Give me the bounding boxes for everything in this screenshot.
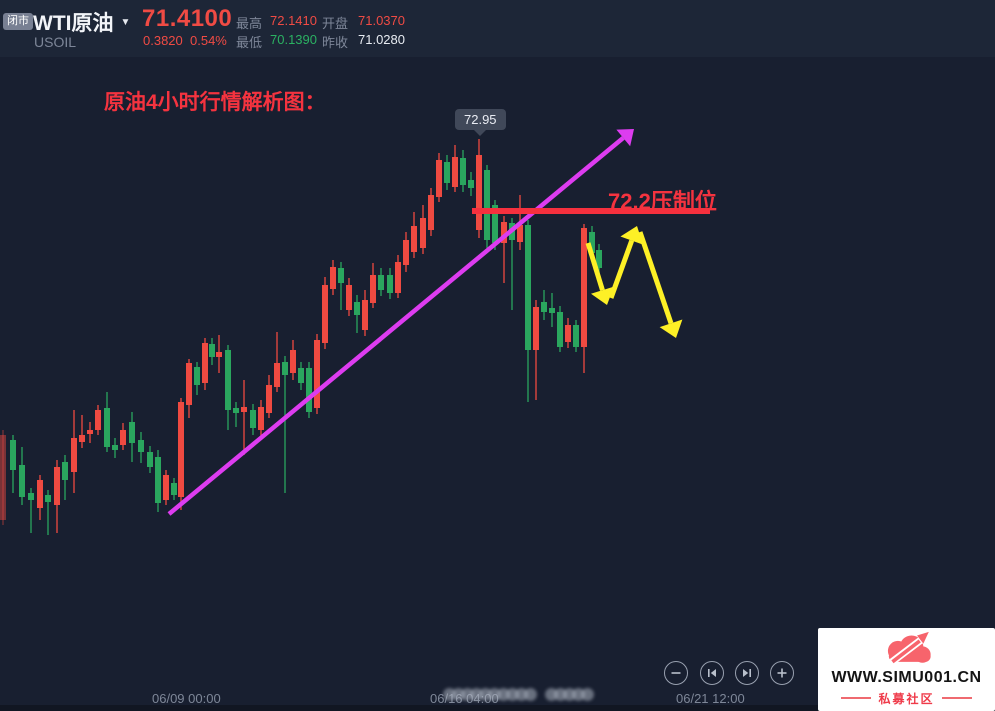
bottom-edge-shade [0, 705, 995, 711]
last-price: 71.4100 [142, 5, 233, 32]
high-label: 最高 [236, 16, 263, 31]
axis-label-1: 06/09 00:00 [152, 691, 221, 706]
skip-to-start-button[interactable] [700, 661, 724, 685]
watermark-url: WWW.SIMU001.CN [831, 669, 982, 686]
prev-close-label: 昨收 [322, 35, 349, 50]
divider [841, 697, 872, 700]
minus-icon [671, 672, 681, 674]
zoom-out-button[interactable] [664, 661, 688, 685]
watermark: WWW.SIMU001.CN 私募社区 [818, 628, 995, 711]
plus-icon [777, 668, 787, 678]
resistance-level-label: 72.2压制位 [608, 189, 717, 214]
prev-close-value: 71.0280 [358, 32, 405, 47]
axis-label-3: 06/21 12:00 [676, 691, 745, 706]
divider [941, 697, 972, 700]
low-label: 最低 [236, 35, 263, 50]
price-change-percent: 0.54% [190, 33, 227, 48]
skip-forward-icon [743, 669, 751, 677]
blurred-region [443, 688, 537, 704]
high-value: 72.1410 [270, 13, 317, 28]
symbol-selector[interactable]: WTI原油 ▼ [33, 7, 130, 37]
symbol-code: USOIL [34, 34, 77, 50]
skip-to-end-button[interactable] [735, 661, 759, 685]
analysis-title: 原油4小时行情解析图： [104, 91, 326, 114]
peak-price-tooltip: 72.95 [455, 109, 506, 136]
price-change: 0.3820 [143, 33, 183, 48]
market-status-badge: 闭市 [3, 13, 33, 31]
open-value: 71.0370 [358, 13, 405, 28]
zoom-in-button[interactable] [770, 661, 794, 685]
open-label: 开盘 [322, 16, 349, 31]
blurred-region [545, 688, 594, 704]
skip-back-icon [707, 669, 716, 677]
quote-header: 闭市 WTI原油 ▼ USOIL 71.4100 0.3820 0.54% 最高… [0, 0, 995, 57]
low-value: 70.1390 [270, 32, 317, 47]
symbol-name: WTI原油 [33, 12, 114, 35]
watermark-community: 私募社区 [878, 691, 935, 706]
cloud-arrow-logo-icon [887, 631, 931, 667]
chevron-down-icon: ▼ [120, 16, 131, 28]
